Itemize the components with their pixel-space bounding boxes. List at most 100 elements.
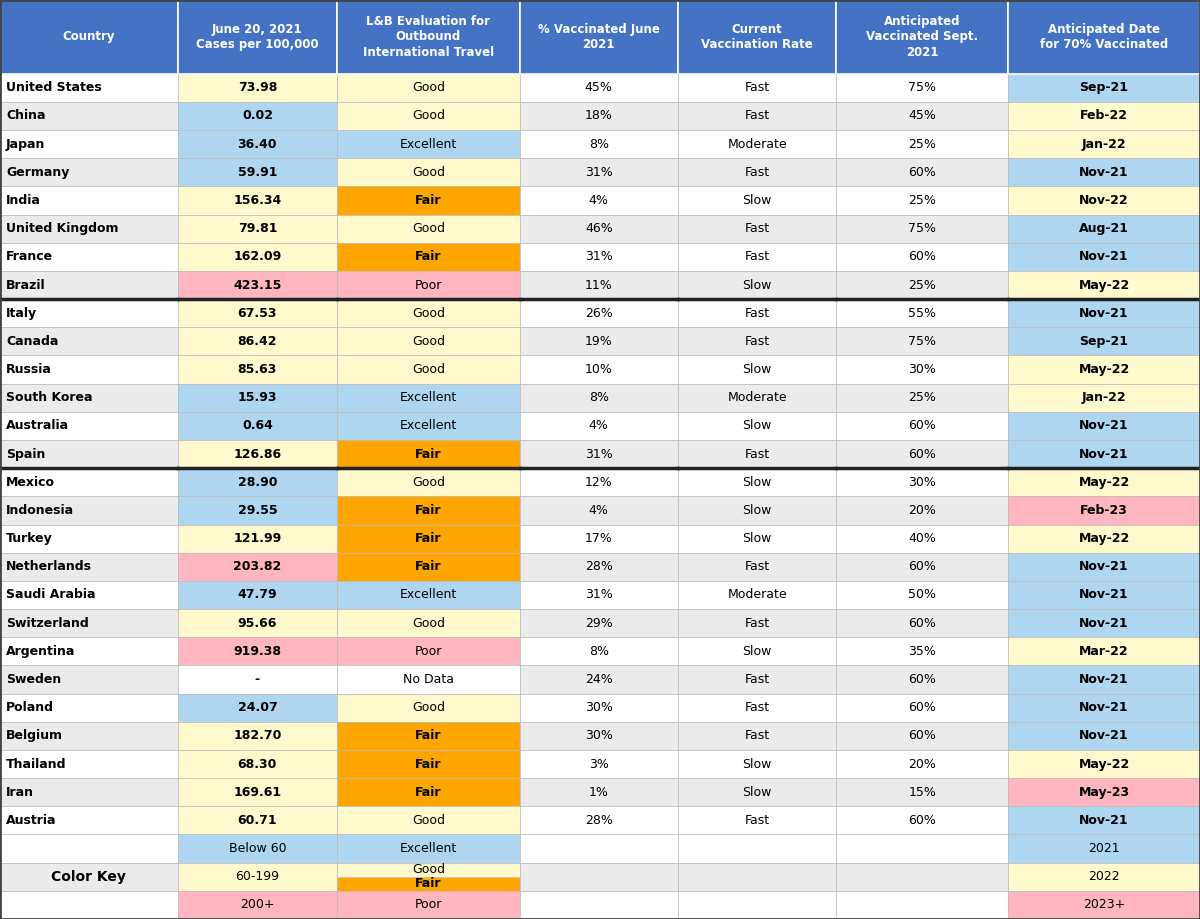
Text: Slow: Slow: [743, 476, 772, 489]
Text: India: India: [6, 194, 41, 207]
Text: 17%: 17%: [584, 532, 613, 545]
Text: 18%: 18%: [584, 109, 613, 122]
Text: Good: Good: [412, 335, 445, 348]
Bar: [836, 552, 1008, 581]
Text: 50%: 50%: [908, 588, 936, 601]
Bar: [678, 637, 836, 665]
Text: June 20, 2021
Cases per 100,000: June 20, 2021 Cases per 100,000: [196, 23, 319, 51]
Bar: [678, 496, 836, 525]
Text: 75%: 75%: [908, 81, 936, 95]
Bar: [337, 356, 520, 383]
Text: Fast: Fast: [745, 165, 769, 179]
Bar: [836, 74, 1008, 102]
Bar: [520, 187, 678, 214]
Bar: [337, 877, 520, 891]
Text: 156.34: 156.34: [233, 194, 282, 207]
Bar: [836, 130, 1008, 158]
Bar: [1008, 299, 1200, 327]
Bar: [0, 74, 178, 102]
Bar: [337, 665, 520, 694]
Text: 28%: 28%: [584, 561, 613, 573]
Text: 45%: 45%: [908, 109, 936, 122]
Bar: [520, 299, 678, 327]
Bar: [678, 412, 836, 440]
Text: 75%: 75%: [908, 335, 936, 348]
Bar: [178, 721, 337, 750]
Text: Good: Good: [412, 476, 445, 489]
Text: 30%: 30%: [584, 701, 613, 714]
Bar: [337, 581, 520, 609]
Text: Good: Good: [412, 863, 445, 876]
Text: 2022: 2022: [1088, 870, 1120, 883]
Text: 36.40: 36.40: [238, 138, 277, 151]
Text: Nov-21: Nov-21: [1079, 673, 1129, 686]
Text: 28%: 28%: [584, 814, 613, 827]
Bar: [836, 637, 1008, 665]
Text: 3%: 3%: [589, 757, 608, 770]
Text: 59.91: 59.91: [238, 165, 277, 179]
Text: Anticipated Date
for 70% Vaccinated: Anticipated Date for 70% Vaccinated: [1040, 23, 1168, 51]
Bar: [0, 609, 178, 637]
Bar: [0, 891, 178, 919]
Bar: [1008, 271, 1200, 299]
Bar: [337, 214, 520, 243]
Bar: [520, 74, 678, 102]
Text: 15.93: 15.93: [238, 391, 277, 404]
Text: 30%: 30%: [584, 730, 613, 743]
Text: 11%: 11%: [584, 278, 613, 291]
Bar: [520, 834, 678, 863]
Text: 8%: 8%: [589, 645, 608, 658]
Text: May-22: May-22: [1079, 363, 1129, 376]
Text: 67.53: 67.53: [238, 307, 277, 320]
Text: 60%: 60%: [908, 448, 936, 460]
Bar: [0, 694, 178, 721]
Bar: [678, 74, 836, 102]
Text: 20%: 20%: [908, 504, 936, 516]
Bar: [678, 750, 836, 778]
Bar: [678, 243, 836, 271]
Bar: [178, 891, 337, 919]
Bar: [1008, 327, 1200, 356]
Bar: [520, 665, 678, 694]
Bar: [1008, 806, 1200, 834]
Bar: [520, 158, 678, 187]
Bar: [0, 581, 178, 609]
Text: 12%: 12%: [584, 476, 613, 489]
Bar: [0, 243, 178, 271]
Bar: [337, 130, 520, 158]
Text: Nov-21: Nov-21: [1079, 701, 1129, 714]
Bar: [836, 496, 1008, 525]
Bar: [520, 694, 678, 721]
Bar: [337, 694, 520, 721]
Text: Nov-21: Nov-21: [1079, 730, 1129, 743]
Bar: [836, 412, 1008, 440]
Text: 60%: 60%: [908, 730, 936, 743]
Bar: [337, 552, 520, 581]
Text: 60%: 60%: [908, 701, 936, 714]
Text: Slow: Slow: [743, 645, 772, 658]
Text: Poor: Poor: [415, 278, 442, 291]
Text: Sweden: Sweden: [6, 673, 61, 686]
Bar: [678, 440, 836, 468]
Bar: [520, 412, 678, 440]
Bar: [836, 694, 1008, 721]
Bar: [1008, 665, 1200, 694]
Bar: [0, 496, 178, 525]
Text: May-22: May-22: [1079, 476, 1129, 489]
Text: Excellent: Excellent: [400, 419, 457, 433]
Bar: [337, 243, 520, 271]
Text: 31%: 31%: [584, 165, 613, 179]
Text: Switzerland: Switzerland: [6, 617, 89, 630]
Text: May-22: May-22: [1079, 757, 1129, 770]
Bar: [836, 0, 1008, 74]
Bar: [1008, 694, 1200, 721]
Text: 31%: 31%: [584, 448, 613, 460]
Text: 121.99: 121.99: [233, 532, 282, 545]
Text: United Kingdom: United Kingdom: [6, 222, 119, 235]
Text: 60%: 60%: [908, 673, 936, 686]
Text: Fair: Fair: [415, 532, 442, 545]
Bar: [0, 158, 178, 187]
Text: 60%: 60%: [908, 419, 936, 433]
Text: 0.64: 0.64: [242, 419, 272, 433]
Bar: [1008, 496, 1200, 525]
